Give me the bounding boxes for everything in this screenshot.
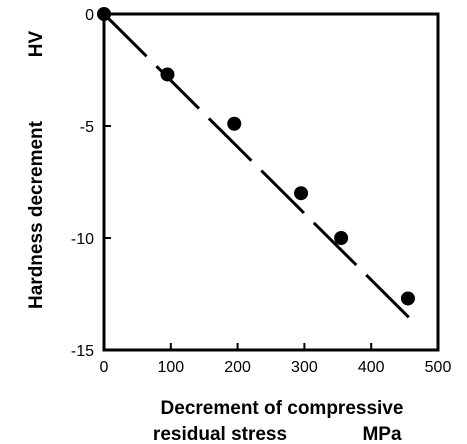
y-axis-title: Hardness decrement — [26, 120, 47, 309]
x-axis-title-line1: Decrement of compressive — [161, 398, 404, 419]
x-axis-title-line2: residual stress — [153, 424, 287, 444]
x-tick-label: 400 — [358, 359, 385, 376]
x-tick-label: 100 — [157, 359, 184, 376]
y-tick-label: -10 — [71, 231, 94, 248]
x-tick-label: 0 — [100, 359, 109, 376]
axis-ticks: 0 100 200 300 400 500 0 -5 -10 -15 — [71, 7, 452, 376]
x-tick-label: 200 — [224, 359, 251, 376]
plot-frame — [102, 12, 440, 352]
data-points — [97, 7, 415, 306]
data-point — [400, 291, 415, 306]
data-point — [294, 186, 309, 201]
x-axis-unit: MPa — [362, 424, 402, 444]
x-tick-label: 300 — [291, 359, 318, 376]
data-point — [227, 116, 242, 131]
fit-line — [102, 12, 416, 325]
data-point — [160, 67, 175, 82]
fit-line-layer — [102, 12, 416, 325]
y-tick-label: 0 — [85, 7, 94, 24]
y-axis-unit: HV — [26, 30, 47, 57]
data-point — [334, 231, 349, 245]
y-tick-label: -15 — [71, 343, 94, 360]
y-tick-label: -5 — [80, 119, 94, 136]
x-tick-label: 500 — [425, 359, 452, 376]
